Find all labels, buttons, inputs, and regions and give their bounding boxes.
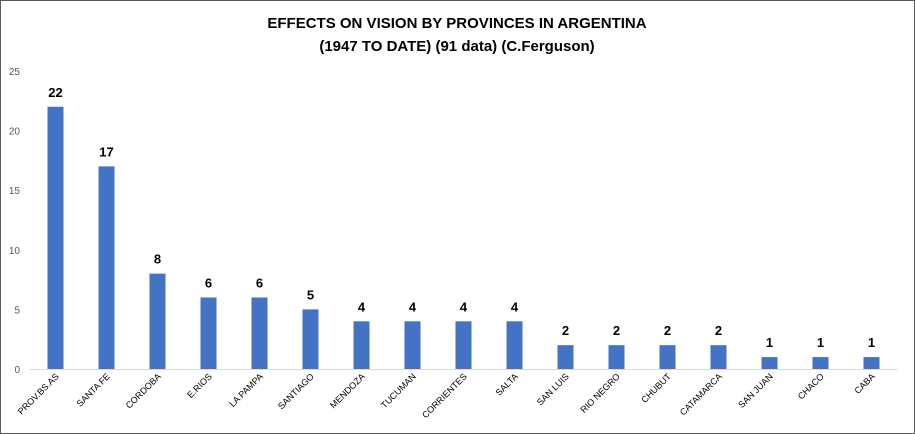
x-tick-label: TUCUMAN — [379, 371, 418, 410]
bar — [506, 321, 523, 369]
data-label: 17 — [99, 144, 113, 159]
x-tick-label: CORDOBA — [124, 371, 163, 410]
x-tick-label: RIO NEGRO — [578, 371, 621, 414]
data-label: 1 — [817, 335, 824, 350]
x-tick-label: CATAMARCA — [678, 371, 724, 417]
bar — [608, 345, 625, 369]
data-label: 2 — [562, 323, 569, 338]
x-tick-label: SAN JUAN — [736, 371, 775, 410]
bar — [710, 345, 727, 369]
data-label: 4 — [511, 299, 519, 314]
x-tick-label: SALTA — [494, 371, 520, 397]
y-tick-label: 15 — [9, 186, 21, 197]
data-label: 6 — [205, 275, 212, 290]
data-label: 5 — [307, 287, 314, 302]
x-tick-label: PROV.BS.AS — [16, 371, 61, 416]
x-tick-label: CHACO — [796, 371, 826, 401]
data-label: 4 — [409, 299, 417, 314]
y-tick-label: 5 — [14, 305, 20, 316]
bar — [863, 357, 880, 369]
bar — [302, 309, 319, 369]
bar — [200, 297, 217, 369]
bar — [455, 321, 472, 369]
bar — [47, 106, 64, 369]
y-axis: 0 5 10 15 20 25 — [9, 67, 21, 376]
x-tick-label: E.RIOS — [185, 371, 214, 400]
x-tick-label: SAN LUIS — [535, 371, 571, 407]
data-label: 4 — [358, 299, 366, 314]
data-label: 1 — [868, 335, 875, 350]
data-label: 2 — [715, 323, 722, 338]
bar — [404, 321, 421, 369]
bar — [659, 345, 676, 369]
chart-subtitle: (1947 TO DATE) (91 data) (C.Ferguson) — [319, 38, 594, 55]
data-label: 2 — [613, 323, 620, 338]
x-tick-label: CHUBUT — [639, 371, 673, 405]
data-label: 4 — [460, 299, 468, 314]
y-tick-label: 10 — [9, 246, 21, 257]
x-tick-label: CABA — [853, 371, 877, 395]
x-tick-label: SANTA FE — [75, 371, 112, 408]
chart-title: EFFECTS ON VISION BY PROVINCES IN ARGENT… — [267, 15, 646, 32]
bars — [47, 106, 880, 369]
bar — [557, 345, 574, 369]
data-label: 22 — [48, 85, 62, 100]
bar — [98, 166, 115, 369]
x-tick-label: SANTIAGO — [276, 371, 316, 411]
y-tick-label: 20 — [9, 127, 21, 138]
data-label: 2 — [664, 323, 671, 338]
bar — [251, 297, 268, 369]
data-label: 6 — [256, 275, 263, 290]
x-tick-label: CORRIENTES — [420, 371, 469, 420]
bar — [761, 357, 778, 369]
bar — [353, 321, 370, 369]
y-tick-label: 25 — [9, 67, 21, 78]
x-axis: PROV.BS.AS SANTA FE CORDOBA E.RIOS LA PAMPA S… — [16, 369, 897, 420]
data-label: 1 — [766, 335, 773, 350]
data-label: 8 — [154, 252, 161, 267]
x-tick-label: MENDOZA — [328, 371, 367, 410]
x-tick-label: LA PAMPA — [227, 371, 265, 409]
y-tick-label: 0 — [14, 365, 20, 376]
bar — [812, 357, 829, 369]
bar — [149, 273, 166, 369]
